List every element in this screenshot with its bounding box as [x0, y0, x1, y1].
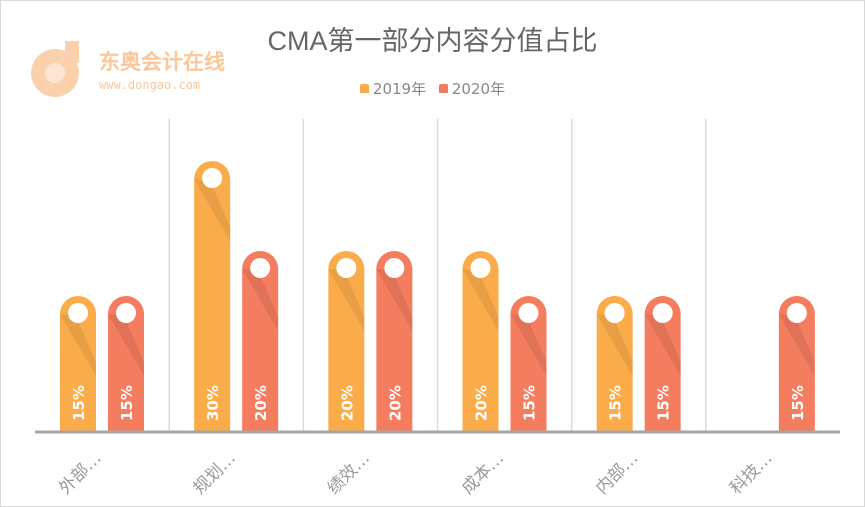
legend-item-2019[interactable]: 2019年 — [359, 78, 427, 99]
data-label: 20% — [252, 385, 270, 421]
bar-marker — [652, 303, 673, 323]
logo-text: 东奥会计在线 — [99, 50, 225, 74]
chart-title: CMA第一部分内容分值占比 — [267, 26, 598, 56]
data-label: 15% — [655, 385, 673, 421]
legend-swatch — [438, 84, 448, 93]
bar-marker — [202, 168, 223, 188]
data-label: 15% — [607, 385, 625, 421]
bar-shadow — [644, 314, 681, 376]
bar — [778, 296, 815, 431]
legend: 2019年 2020年 — [1, 78, 864, 99]
category-label: 成本… — [458, 448, 508, 498]
legend-label: 2020年 — [451, 80, 506, 98]
legend-item-2020[interactable]: 2020年 — [438, 78, 506, 99]
bar-shadow — [778, 314, 815, 376]
data-label: 20% — [338, 385, 356, 421]
bar-shadow — [60, 314, 96, 376]
bar-marker — [604, 303, 625, 323]
data-label: 20% — [473, 385, 491, 421]
category-label: 绩效… — [324, 448, 374, 498]
data-label: 15% — [118, 385, 136, 421]
bar-marker — [250, 258, 271, 278]
legend-label: 2019年 — [372, 80, 427, 98]
category-label: 规划… — [190, 448, 240, 498]
bar — [510, 296, 547, 431]
bar-shadow — [194, 179, 231, 241]
bar-marker — [786, 303, 807, 323]
bar — [242, 251, 279, 431]
category-label: 外部… — [55, 448, 105, 498]
data-label: 30% — [204, 385, 222, 421]
category-label: 内部… — [592, 448, 642, 498]
data-label: 20% — [386, 385, 404, 421]
data-label: 15% — [70, 385, 88, 421]
bar-marker — [116, 303, 136, 323]
bar-marker — [68, 303, 88, 323]
bar-shadow — [596, 314, 633, 376]
bar — [328, 251, 365, 431]
bar-shadow — [328, 269, 365, 331]
bar-marker — [336, 258, 357, 278]
bar-shadow — [510, 314, 547, 376]
data-label: 15% — [789, 385, 807, 421]
bar — [194, 161, 231, 431]
logo-url: www.dongao.com — [99, 78, 200, 92]
bar — [108, 296, 144, 431]
category-label: 科技… — [726, 448, 776, 498]
bar-marker — [470, 258, 491, 278]
bar — [376, 251, 413, 431]
bar — [644, 296, 681, 431]
bar-shadow — [242, 269, 279, 331]
bar — [596, 296, 633, 431]
bar-shadow — [108, 314, 144, 376]
bar-shadow — [376, 269, 413, 331]
bar-marker — [518, 303, 539, 323]
bar — [462, 251, 499, 431]
bar-marker — [384, 258, 405, 278]
legend-swatch — [359, 84, 369, 93]
bar — [60, 296, 96, 431]
logo: 东奥会计在线 www.dongao.com — [29, 39, 249, 103]
data-label: 15% — [521, 385, 539, 421]
bar-shadow — [462, 269, 499, 331]
